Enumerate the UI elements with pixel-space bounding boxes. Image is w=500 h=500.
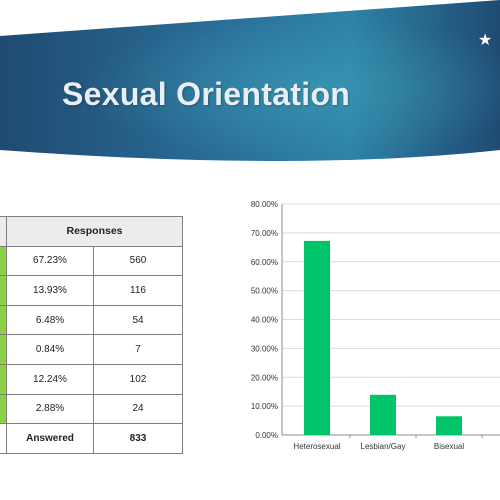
count-cell: 116 (93, 275, 183, 306)
table-row: 13.93% 116 (0, 275, 183, 306)
percent-cell: 6.48% (6, 304, 94, 336)
count-cell: 560 (93, 245, 183, 277)
bar (436, 416, 462, 435)
count-cell: 7 (93, 334, 183, 365)
y-tick-label: 0.00% (255, 431, 278, 440)
count-cell: 54 (93, 304, 183, 336)
percent-cell: 2.88% (6, 393, 94, 425)
bar-chart: 0.00% 10.00% 20.00% 30.00% 40.00% 50.00% 60.00… (251, 200, 500, 451)
x-tick-label: Lesbian/Gay (361, 442, 406, 451)
y-tick-label: 40.00% (251, 316, 278, 325)
y-tick-label: 50.00% (251, 287, 278, 296)
percent-cell: 67.23% (6, 245, 94, 277)
table-row: 2.88% 24 (0, 393, 183, 425)
y-tick-label: 30.00% (251, 344, 278, 353)
answered-value: 833 (93, 423, 183, 454)
percent-cell: 12.24% (6, 363, 94, 395)
y-tick-label: 20.00% (251, 373, 278, 382)
count-cell: 24 (93, 393, 183, 425)
bar (370, 394, 396, 435)
star-icon: ★ (478, 32, 493, 49)
table-header-row: Responses (0, 216, 183, 247)
table-footer-row: Answered 833 (0, 423, 183, 454)
bar (304, 240, 330, 435)
table-row: 0.84% 7 (0, 334, 183, 365)
y-tick-label: 70.00% (251, 229, 278, 238)
table-row: 12.24% 102 (0, 363, 183, 395)
response-table: Responses 67.23% 560 13.93% 116 6.48% 54 0.84%… (0, 216, 183, 454)
percent-cell: 13.93% (6, 275, 94, 306)
x-tick-label: Bisexual (434, 442, 464, 451)
slide-title: Sexual Orientation (62, 76, 351, 112)
table-row: 6.48% 54 (0, 304, 183, 336)
count-cell: 102 (93, 363, 183, 395)
percent-cell: 0.84% (6, 334, 94, 365)
y-tick-label: 80.00% (251, 200, 278, 209)
responses-header: Responses (6, 216, 183, 247)
x-tick-label: Heterosexual (293, 442, 340, 451)
answered-label: Answered (6, 423, 94, 454)
y-tick-label: 60.00% (251, 258, 278, 267)
title-banner (0, 0, 500, 170)
table-row: 67.23% 560 (0, 245, 183, 277)
y-tick-label: 10.00% (251, 402, 278, 411)
